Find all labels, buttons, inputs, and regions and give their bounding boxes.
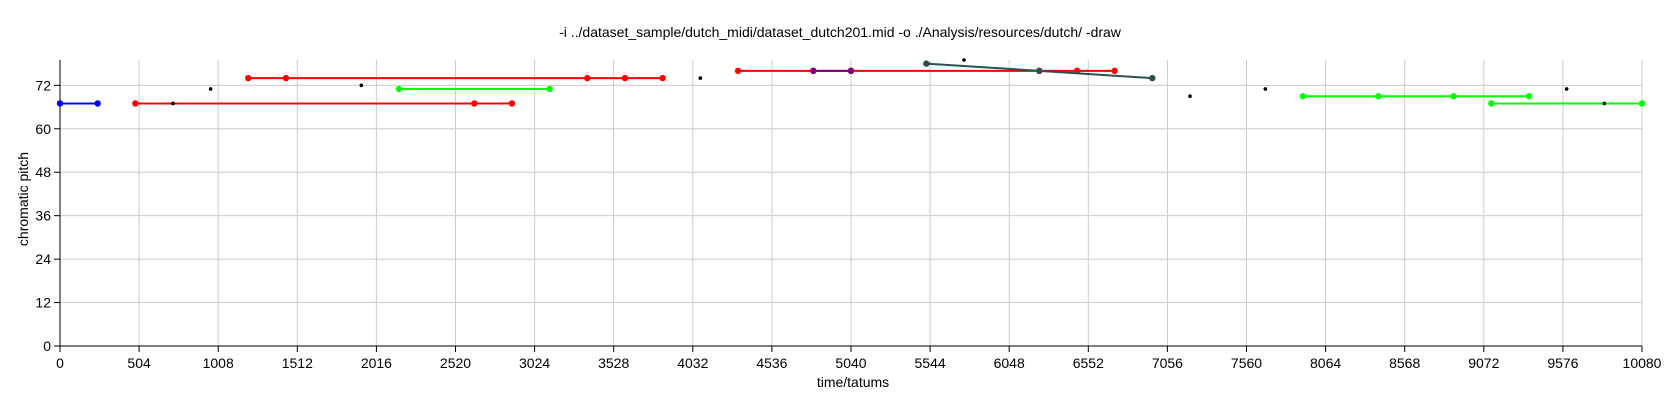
x-tick-label: 3528: [598, 355, 629, 371]
series-point: [471, 100, 478, 107]
grid-lines: [60, 60, 1643, 346]
isolated-note-point: [1263, 87, 1268, 91]
x-tick-label: 2520: [440, 355, 471, 371]
y-tick-label: 60: [35, 121, 51, 137]
series-point: [1111, 67, 1118, 75]
series-point: [1375, 93, 1382, 100]
y-tick-label: 36: [35, 208, 51, 224]
series-point: [56, 100, 64, 107]
series-point: [132, 100, 139, 107]
x-tick-label: 1512: [282, 355, 313, 371]
isolated-notes-layer: [171, 58, 1607, 106]
x-tick-label: 5040: [835, 355, 866, 371]
isolated-note-point: [208, 87, 213, 91]
series-point: [810, 67, 817, 75]
x-tick-label: 6552: [1073, 355, 1104, 371]
x-tick-label: 9072: [1468, 355, 1499, 371]
x-tick-label: 1008: [203, 355, 234, 371]
x-tick-label: 504: [127, 355, 151, 371]
x-tick-label: 4536: [756, 355, 787, 371]
isolated-note-point: [698, 76, 703, 80]
series-group: [923, 60, 1156, 82]
x-tick-label: 5544: [915, 355, 946, 371]
series-point: [1488, 100, 1495, 107]
x-tick-label: 9576: [1547, 355, 1578, 371]
isolated-note-point: [962, 58, 966, 62]
series-point: [282, 74, 290, 82]
axes: 0 504 1008 1512 2016 2520 3024 3528 4032 4536 5040…: [35, 60, 1662, 371]
series-group: [56, 100, 101, 107]
series-point: [1450, 93, 1457, 100]
x-tick-label: 3024: [519, 355, 550, 371]
y-tick-label: 12: [35, 295, 51, 311]
x-tick-label: 6048: [994, 355, 1025, 371]
series-group: [132, 100, 516, 107]
x-tick-label: 2016: [361, 355, 392, 371]
x-axis-label: time/tatums: [817, 374, 889, 390]
series-point: [847, 67, 855, 75]
isolated-note-point: [171, 101, 175, 106]
y-tick-label: 24: [35, 251, 51, 267]
isolated-note-point: [1564, 87, 1569, 91]
x-tick-label: 0: [56, 355, 64, 371]
series-layer: [56, 60, 1646, 107]
x-tick-label: 7560: [1231, 355, 1262, 371]
isolated-note-point: [1188, 94, 1192, 99]
y-axis-label: chromatic pitch: [15, 152, 31, 246]
series-point: [508, 100, 516, 107]
y-tick-label: 48: [35, 164, 51, 180]
series-group: [810, 67, 855, 75]
series-point: [546, 85, 553, 93]
isolated-note-point: [359, 83, 364, 88]
series-point: [584, 74, 591, 82]
series-point: [94, 100, 101, 107]
x-tick-label: 8064: [1310, 355, 1341, 371]
series-group: [395, 85, 553, 93]
y-tick-label: 0: [43, 338, 51, 354]
series-point: [1638, 100, 1646, 107]
series-point: [1525, 93, 1533, 100]
series-point: [1299, 93, 1307, 100]
x-tick-label: 4032: [677, 355, 708, 371]
series-point: [659, 74, 666, 82]
series-point: [245, 74, 252, 82]
chart-title: -i ../dataset_sample/dutch_midi/dataset_…: [559, 24, 1122, 40]
series-point: [923, 60, 930, 67]
y-tick-label: 72: [35, 77, 51, 93]
series-point: [395, 85, 403, 93]
x-tick-label: 8568: [1389, 355, 1420, 371]
series-group: [1299, 93, 1533, 100]
series-group: [1488, 100, 1646, 107]
series-point: [621, 74, 629, 82]
isolated-note-point: [1602, 101, 1607, 106]
x-tick-label: 10080: [1623, 355, 1662, 371]
x-tick-label: 7056: [1152, 355, 1183, 371]
series-point: [734, 67, 742, 75]
series-point: [1036, 67, 1043, 75]
series-group: [245, 74, 666, 82]
series-point: [1149, 74, 1156, 82]
